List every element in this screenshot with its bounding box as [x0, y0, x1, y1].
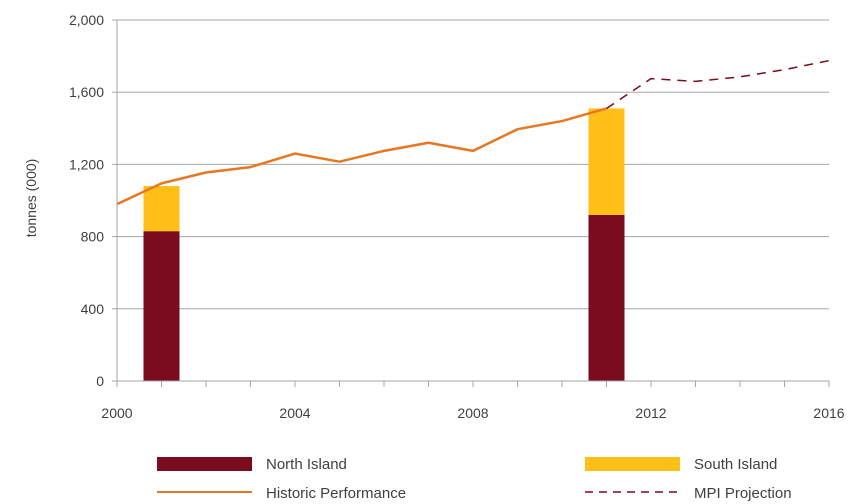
legend-label-south-island: South Island [694, 456, 777, 473]
bar-north-island-2011 [588, 214, 625, 381]
legend: North Island South Island Historic Perfo… [157, 456, 792, 502]
bar-north-island-2001 [143, 231, 180, 381]
y-tick-label-1200: 1,200 [69, 156, 104, 172]
legend-label-north-island: North Island [266, 456, 347, 473]
x-tick-labels: 2000 2004 2008 2012 2016 [101, 405, 844, 421]
y-tick-label-1600: 1,600 [69, 84, 104, 100]
line-mpi-projection [606, 59, 830, 110]
y-tick-labels: 0 400 800 1,200 1,600 2,000 [69, 12, 104, 389]
lines [116, 59, 830, 206]
x-tick-label-2000: 2000 [101, 405, 132, 421]
x-tick-label-2004: 2004 [279, 405, 310, 421]
bar-south-island-2001 [143, 186, 180, 232]
bar-south-island-2011 [588, 108, 625, 215]
legend-label-mpi-projection: MPI Projection [694, 485, 792, 502]
y-tick-label-0: 0 [96, 373, 104, 389]
y-tick-label-2000: 2,000 [69, 12, 104, 28]
y-axis-title: tonnes (000) [23, 159, 39, 238]
axes [112, 19, 830, 387]
line-historic-performance [116, 107, 607, 206]
y-tick-label-800: 800 [81, 229, 105, 245]
x-tick-label-2012: 2012 [635, 405, 666, 421]
legend-label-historic-performance: Historic Performance [266, 485, 406, 502]
x-tick-label-2016: 2016 [813, 405, 844, 421]
x-tick-label-2008: 2008 [457, 405, 488, 421]
legend-swatch-south-island [585, 457, 680, 471]
gridlines [117, 19, 829, 310]
y-tick-label-400: 400 [81, 301, 105, 317]
legend-swatch-north-island [157, 457, 252, 471]
bars [143, 108, 625, 381]
